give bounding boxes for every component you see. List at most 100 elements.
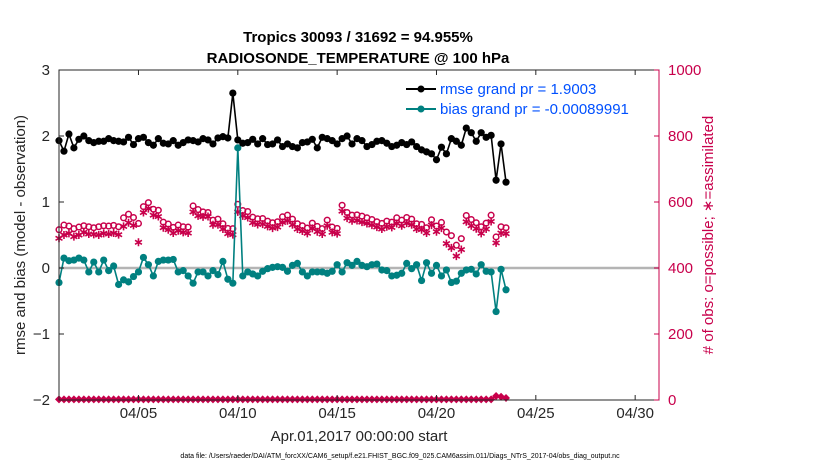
obs-bottom-marker [477,395,486,404]
bias-point [497,265,505,273]
bias-point [477,261,485,269]
bias-point [373,260,381,268]
rmse-point [497,140,505,148]
bias-point [487,268,495,276]
obs-bottom-marker [328,395,337,404]
x-tick-label: 04/10 [219,405,257,422]
obs-assimilated-marker [219,225,227,234]
obs-bottom-marker [89,395,98,404]
obs-assimilated-marker [457,245,466,254]
obs-bottom-marker [243,395,252,404]
obs-assimilated-marker [482,225,491,234]
obs-bottom-marker [223,395,232,404]
obs-possible-marker [124,210,133,218]
bias-point [422,259,431,267]
bias-point [328,267,336,275]
obs-bottom-marker [457,395,466,404]
obs-bottom-marker [402,395,411,404]
bias-point [278,263,287,271]
obs-bottom-marker [313,395,322,404]
obs-assimilated-marker [323,221,332,230]
bias-point [115,280,123,289]
obs-bottom-marker [119,395,128,404]
obs-bottom-marker [199,395,208,404]
rmse-point [502,178,510,186]
y-right-tick-label: 1000 [668,62,701,79]
legend-box [402,77,650,121]
obs-bottom-marker [159,395,168,404]
obs-assimilated-marker [139,208,148,217]
bias-point [204,272,212,280]
obs-bottom-marker [114,395,123,404]
bias-point [437,272,446,280]
bias-point [502,286,510,294]
rmse-point [437,143,446,151]
rmse-point [259,135,267,143]
plot-area [59,70,659,400]
rmse-point [204,136,212,144]
obs-assimilated-marker [154,212,163,221]
obs-bottom-marker [164,395,173,404]
bias-point [413,261,421,269]
obs-bottom-marker [204,395,213,404]
obs-possible-marker [442,228,450,236]
obs-bottom-marker [387,395,396,404]
obs-bottom-marker [397,395,406,404]
obs-assimilated-marker [363,219,371,228]
obs-bottom-marker [407,395,416,404]
obs-bottom-marker [442,395,451,404]
obs-bottom-marker [194,395,203,404]
bias-point [239,272,247,280]
obs-possible-marker [120,214,128,222]
rmse-point [308,135,316,143]
bias-point [452,277,460,285]
bias-point [90,258,98,266]
obs-assimilated-marker [243,213,252,222]
obs-bottom-marker [64,395,73,404]
bias-point [129,272,138,281]
bias-point [100,256,108,264]
obs-assimilated-marker [149,211,158,220]
obs-possible-marker [129,213,138,222]
y-right-tick-label: 400 [668,260,693,277]
obs-assimilated-marker [114,230,123,239]
bias-point [403,259,411,267]
obs-bottom-marker [348,395,357,404]
bias-point [408,265,416,273]
rmse-point [313,144,321,152]
bias-point [417,276,426,285]
bias-point [209,267,217,275]
obs-assimilated-marker [353,216,361,225]
obs-possible-marker [447,232,455,240]
obs-assimilated-marker [134,238,143,247]
obs-assimilated-marker [144,204,153,213]
x-tick-label: 04/05 [120,405,158,422]
obs-bottom-marker [422,395,431,404]
bias-point [432,261,441,269]
obs-assimilated-marker [452,252,461,261]
bias-point [179,267,187,275]
obs-bottom-marker [343,395,352,404]
obs-assimilated-marker [94,231,103,239]
obs-assimilated-marker [189,207,197,216]
obs-bottom-marker [417,395,426,404]
obs-bottom-marker [487,395,496,404]
obs-assimilated-marker [248,218,257,227]
y-tick-label: −1 [33,326,50,343]
obs-bottom-marker [278,395,287,404]
obs-bottom-marker [169,395,178,404]
rmse-point [487,131,495,139]
rmse-point [70,144,78,152]
bias-point [85,268,93,276]
rmse-point [80,132,88,140]
x-tick-label: 04/20 [418,405,456,422]
obs-assimilated-marker [283,216,292,225]
rmse-point [65,130,73,138]
obs-assimilated-marker [273,223,282,232]
obs-bottom-marker [189,395,198,404]
rmse-point [154,135,162,143]
rmse-point [472,137,480,145]
legend-bias-label: bias grand pr = -0.00089991 [440,101,629,118]
rmse-point [95,137,103,145]
